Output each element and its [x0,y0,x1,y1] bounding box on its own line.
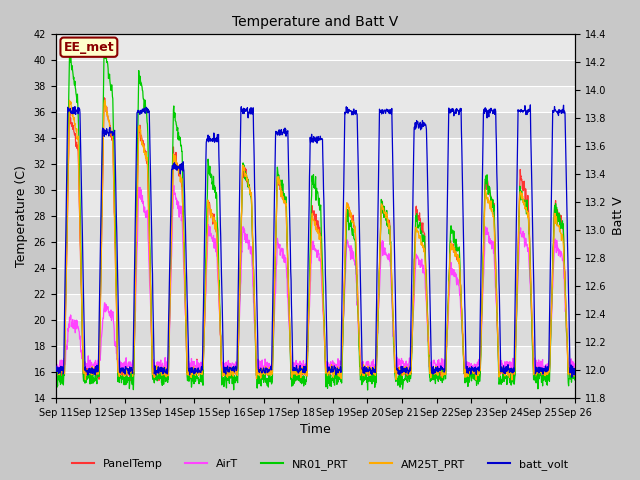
Title: Temperature and Batt V: Temperature and Batt V [232,15,399,29]
Bar [56,112,575,138]
Text: EE_met: EE_met [63,41,114,54]
Bar [56,372,575,398]
Legend: PanelTemp, AirT, NR01_PRT, AM25T_PRT, batt_volt: PanelTemp, AirT, NR01_PRT, AM25T_PRT, ba… [68,455,572,474]
Y-axis label: Temperature (C): Temperature (C) [15,165,28,267]
X-axis label: Time: Time [300,423,331,436]
Bar [56,60,575,86]
Bar [56,268,575,294]
Y-axis label: Batt V: Batt V [612,197,625,236]
Bar [56,216,575,242]
Bar [56,164,575,190]
Bar [56,320,575,346]
